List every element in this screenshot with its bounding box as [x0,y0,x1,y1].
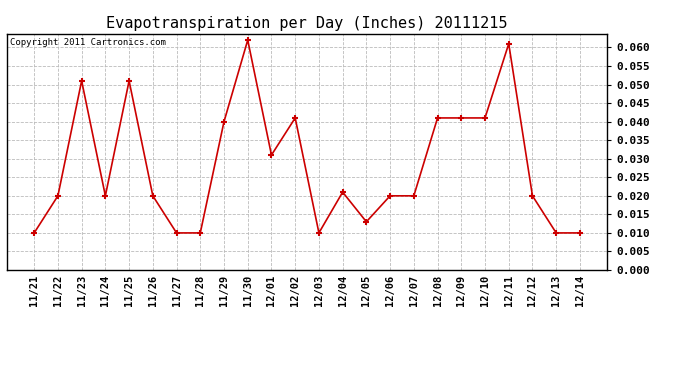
Text: Copyright 2011 Cartronics.com: Copyright 2011 Cartronics.com [10,39,166,48]
Title: Evapotranspiration per Day (Inches) 20111215: Evapotranspiration per Day (Inches) 2011… [106,16,508,31]
